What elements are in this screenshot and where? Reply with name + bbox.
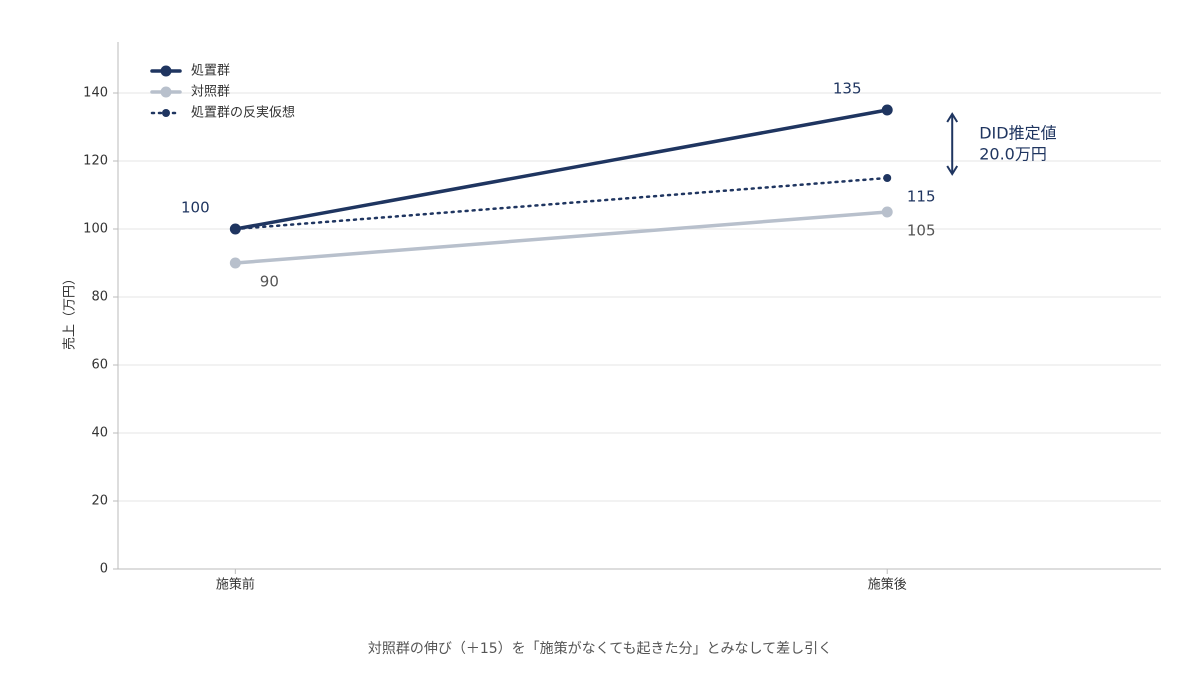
series-line — [233, 108, 889, 231]
y-tick-label: 40 — [91, 426, 108, 441]
arrow-head — [946, 112, 959, 123]
y-tick-label: 120 — [83, 154, 108, 169]
legend-marker — [160, 65, 172, 77]
series-line — [233, 210, 889, 265]
point — [881, 206, 893, 218]
y-axis-label: 売上（万円） — [62, 272, 78, 350]
legend-marker — [160, 86, 172, 98]
legend-label: 対照群 — [191, 85, 230, 100]
annotation: 20.0万円 — [979, 145, 1047, 164]
annotation: DID推定値 — [979, 124, 1056, 143]
y-tick-label: 100 — [83, 222, 108, 237]
y-tick-label: 80 — [91, 290, 108, 305]
y-tick-label: 0 — [100, 562, 108, 577]
series-line — [234, 176, 889, 231]
data-label: 90 — [260, 273, 279, 291]
legend-marker — [162, 109, 170, 117]
point — [883, 174, 892, 182]
point — [229, 257, 241, 269]
x-tick-label: 施策前 — [216, 577, 255, 593]
y-tick-label: 140 — [83, 86, 108, 101]
arrow-head — [946, 165, 959, 176]
data-label: 100 — [181, 199, 210, 217]
data-label: 105 — [907, 222, 936, 240]
y-tick-label: 20 — [91, 494, 108, 509]
legend-label: 処置群の反実仮想 — [191, 105, 295, 121]
x-tick-label: 施策後 — [868, 577, 907, 593]
point — [881, 104, 893, 116]
point — [231, 225, 240, 233]
data-label: 135 — [833, 80, 862, 98]
x-axis-label: 対照群の伸び（＋15）を「施策がなくても起きた分」とみなして差し引く — [368, 640, 832, 657]
y-tick-label: 60 — [91, 358, 108, 373]
legend-label: 処置群 — [191, 64, 230, 79]
data-label: 115 — [907, 188, 936, 206]
